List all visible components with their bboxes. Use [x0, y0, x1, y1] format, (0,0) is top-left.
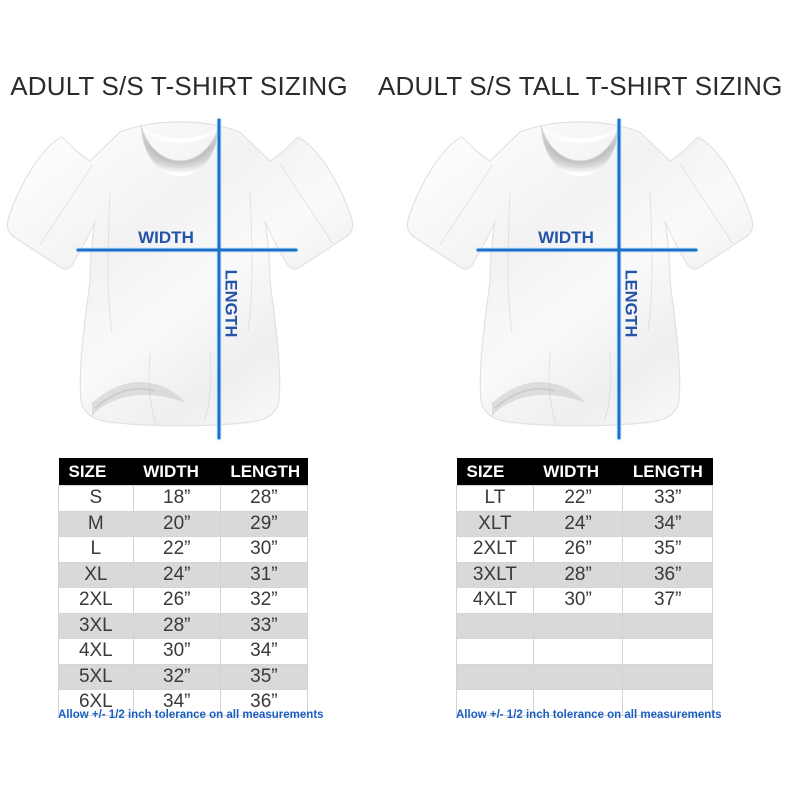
svg-text:WIDTH: WIDTH: [538, 228, 594, 247]
svg-text:WIDTH: WIDTH: [138, 228, 194, 247]
svg-text:LENGTH: LENGTH: [622, 270, 640, 338]
svg-text:LENGTH: LENGTH: [222, 270, 240, 338]
